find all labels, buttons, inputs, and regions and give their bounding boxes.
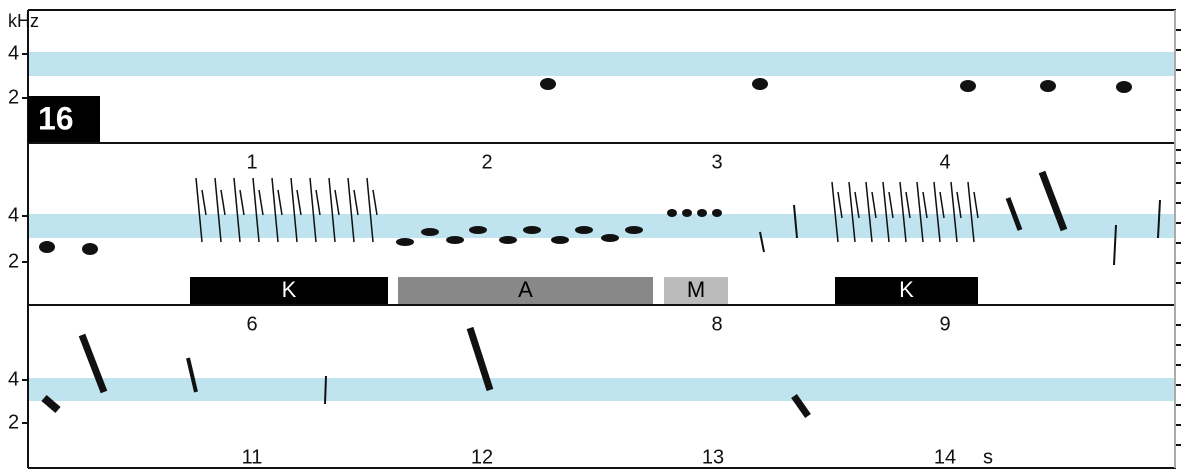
call xyxy=(1040,80,1056,92)
segment-label: K xyxy=(899,277,914,302)
time-label: 11 xyxy=(242,446,263,468)
time-label: 1 xyxy=(246,151,257,173)
time-label: 12 xyxy=(471,446,493,468)
call xyxy=(202,190,206,215)
call xyxy=(316,190,320,215)
call xyxy=(625,226,643,234)
call xyxy=(421,228,439,236)
call xyxy=(278,190,282,215)
call xyxy=(335,190,339,215)
y-unit: kHz xyxy=(8,11,39,31)
call xyxy=(682,209,692,217)
call xyxy=(221,190,225,215)
y-tick-label: 2 xyxy=(8,411,19,433)
time-label: 13 xyxy=(702,446,724,468)
call xyxy=(469,226,487,234)
call xyxy=(667,209,677,217)
call xyxy=(354,190,358,215)
time-label: 8 xyxy=(711,313,722,335)
spectrogram-figure: kHz 16 s 421234426894211121314KAMK xyxy=(0,0,1188,472)
band xyxy=(28,378,1175,401)
segment-label: A xyxy=(518,277,533,302)
time-label: 6 xyxy=(246,313,257,335)
time-unit: s xyxy=(983,446,993,468)
time-label: 4 xyxy=(939,151,950,173)
y-tick-label: 2 xyxy=(8,250,19,272)
segment-label: K xyxy=(282,277,297,302)
call xyxy=(697,209,707,217)
call xyxy=(712,209,722,217)
call xyxy=(396,238,414,246)
call xyxy=(297,190,301,215)
band xyxy=(28,52,1175,76)
y-tick-label: 2 xyxy=(8,86,19,108)
call xyxy=(601,234,619,242)
call xyxy=(499,236,517,244)
call xyxy=(325,376,326,404)
call xyxy=(752,78,768,90)
badge-label: 16 xyxy=(38,100,74,136)
call xyxy=(82,243,98,255)
call xyxy=(523,226,541,234)
call xyxy=(540,78,556,90)
call xyxy=(960,80,976,92)
y-tick-label: 4 xyxy=(8,368,19,390)
time-label: 2 xyxy=(481,151,492,173)
segment-label: M xyxy=(687,277,705,302)
call xyxy=(551,236,569,244)
time-label: 3 xyxy=(711,151,722,173)
call xyxy=(39,241,55,253)
call xyxy=(259,190,263,215)
call xyxy=(240,190,244,215)
y-tick-label: 4 xyxy=(8,42,19,64)
call xyxy=(575,226,593,234)
call xyxy=(1116,81,1132,93)
call xyxy=(373,190,377,215)
time-label: 14 xyxy=(934,446,956,468)
call xyxy=(446,236,464,244)
y-tick-label: 4 xyxy=(8,204,19,226)
time-label: 9 xyxy=(939,313,950,335)
